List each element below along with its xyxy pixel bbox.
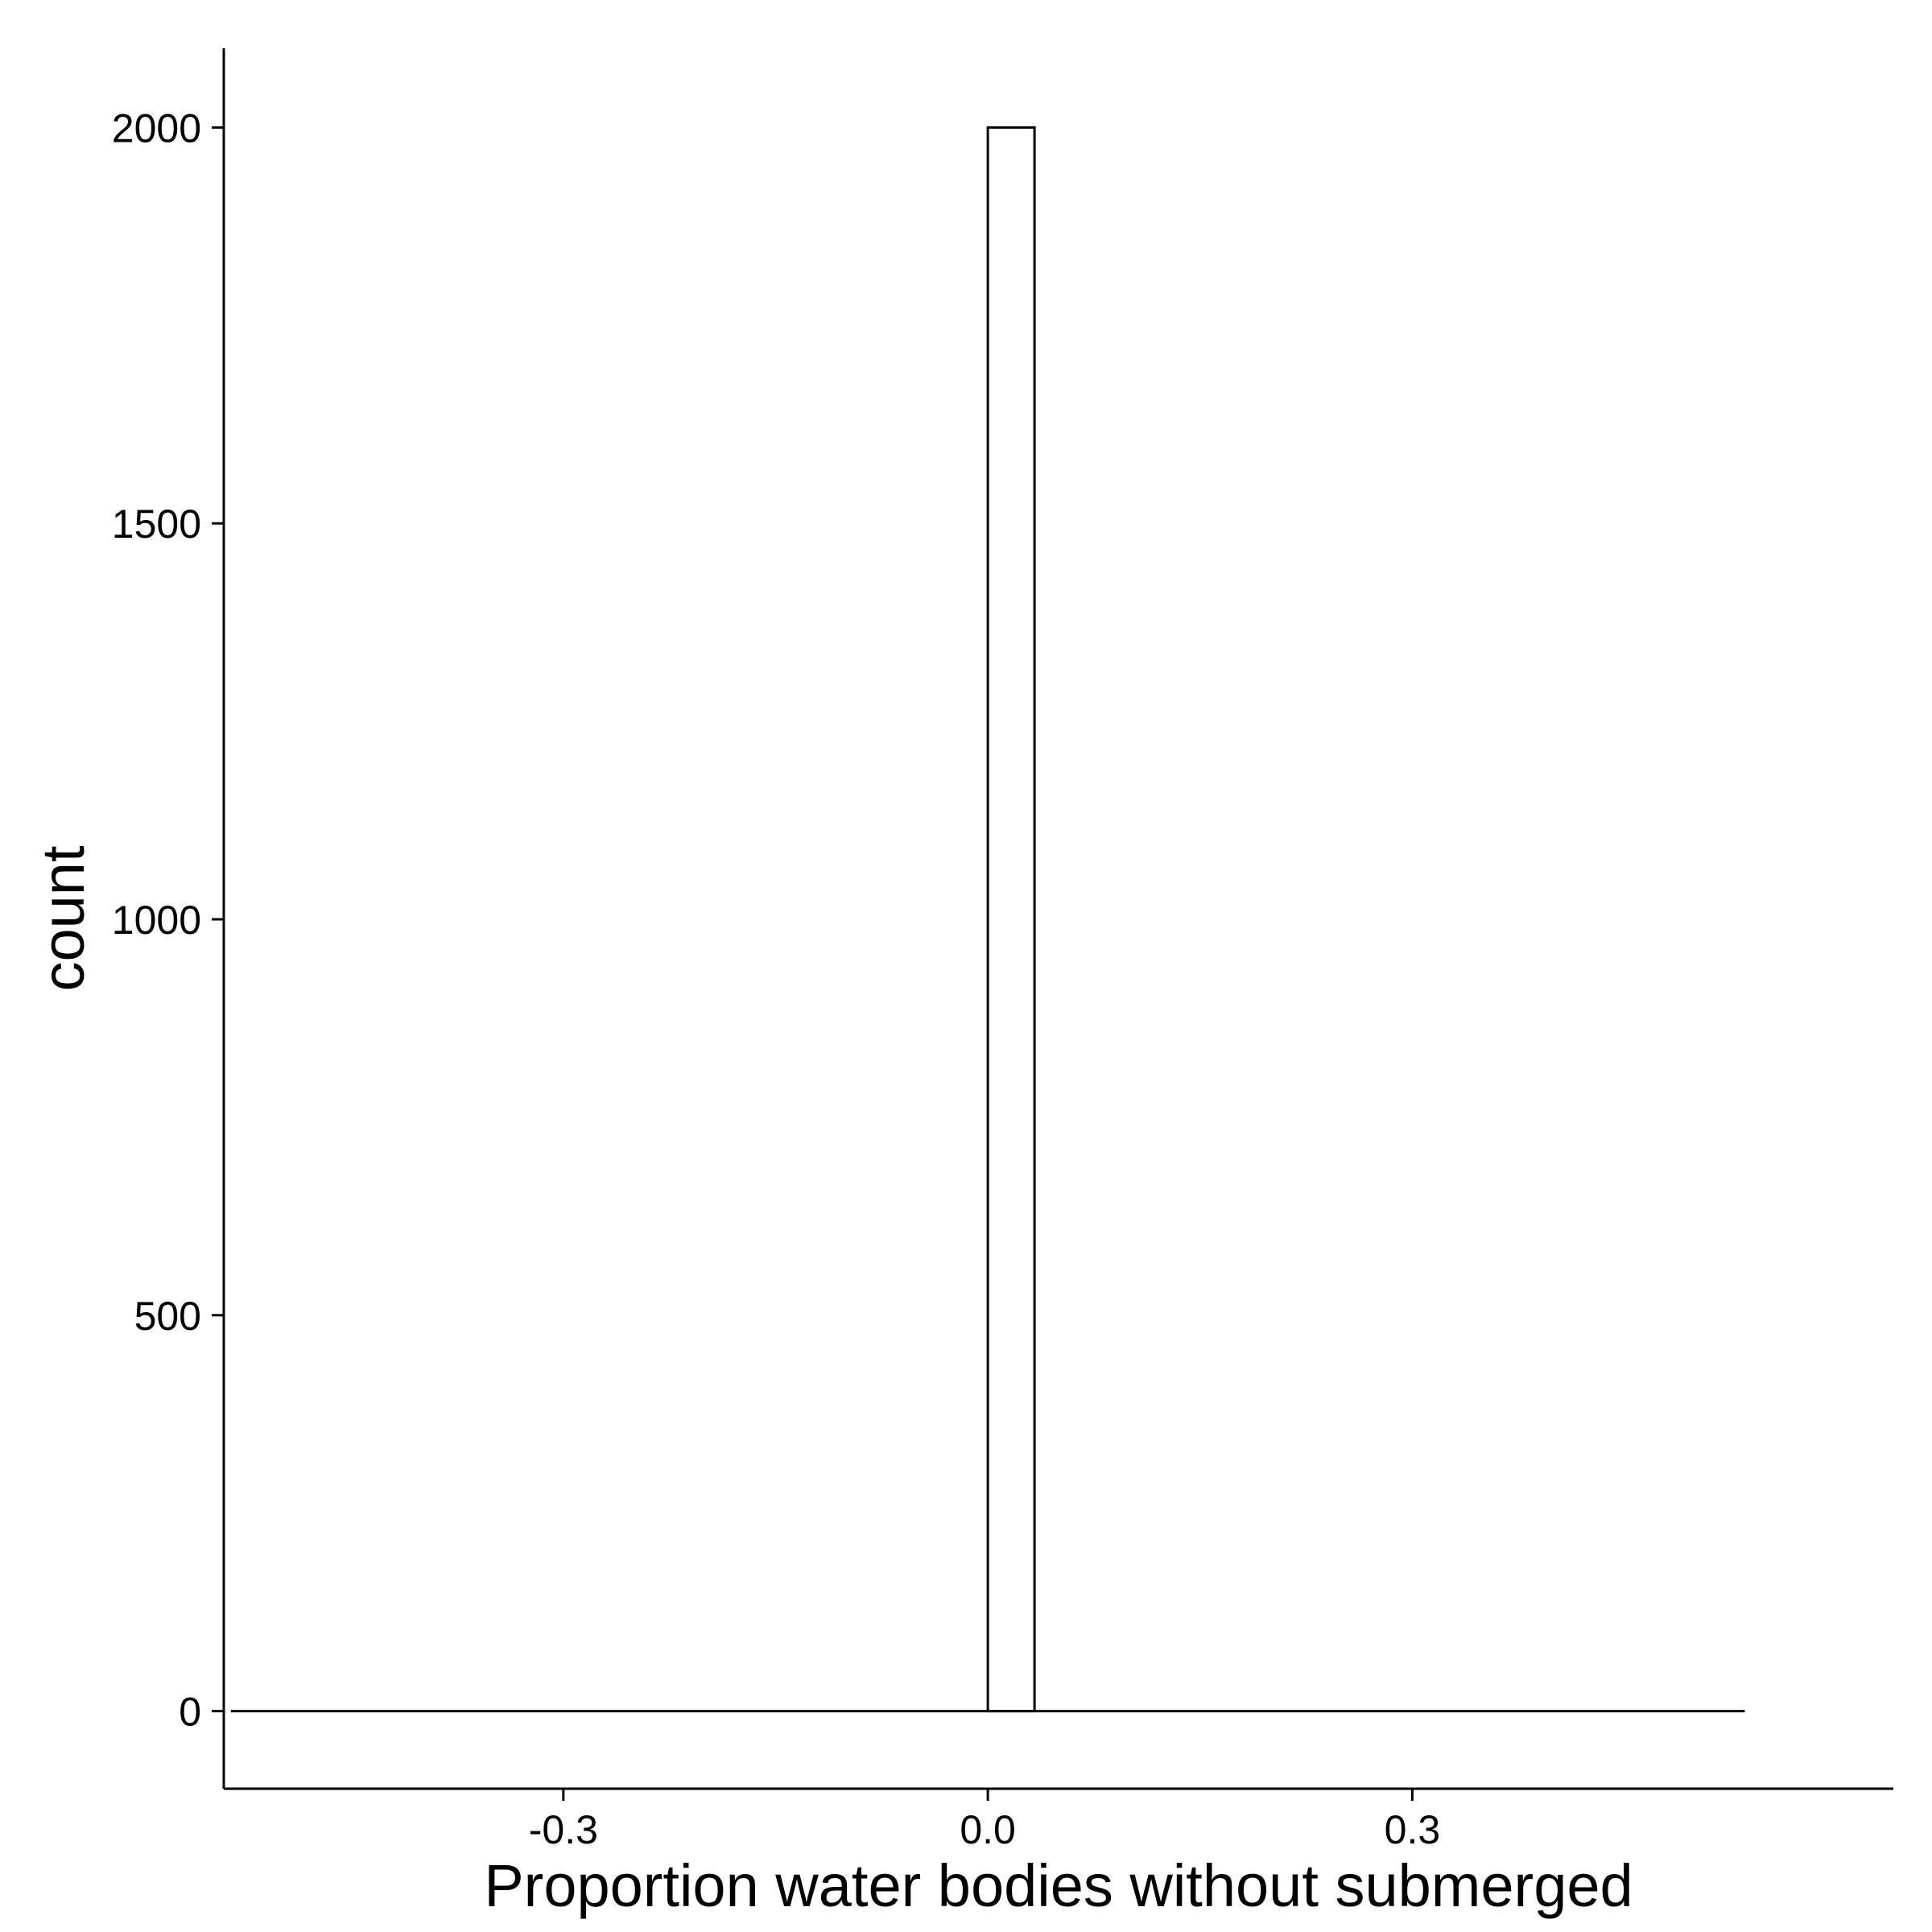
x-axis-ticks: -0.3 0.0 0.3 [529, 1789, 1440, 1852]
x-tick-label: 0.3 [1385, 1807, 1441, 1852]
y-tick-label: 0 [179, 1690, 201, 1735]
y-tick-label: 1500 [112, 502, 201, 547]
x-tick-label: 0.0 [960, 1807, 1016, 1852]
histogram-bars [230, 126, 1745, 1713]
y-axis-title: count [30, 845, 97, 991]
x-axis-title: Proportion water bodies without submerge… [484, 1852, 1633, 1919]
y-tick-label: 2000 [112, 105, 201, 151]
y-tick-label: 1000 [112, 898, 201, 943]
y-tick-label: 500 [134, 1294, 201, 1339]
y-axis-ticks: 0 500 1000 1500 2000 [112, 105, 224, 1735]
histogram-bar [986, 126, 1036, 1713]
x-tick-label: -0.3 [529, 1807, 598, 1852]
